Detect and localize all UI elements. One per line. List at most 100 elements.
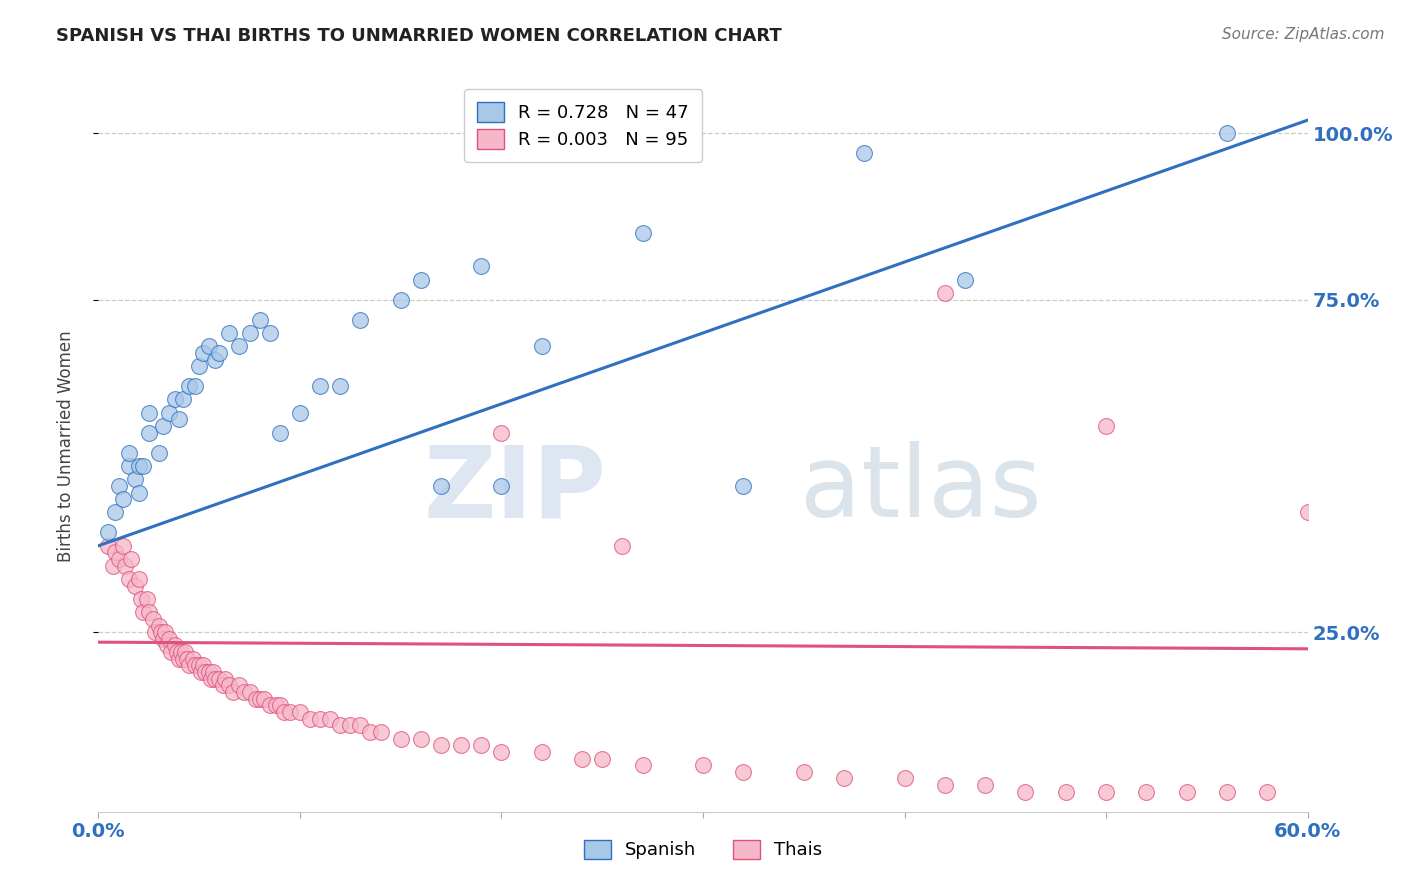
Point: [631, 226, 654, 240]
Point: [299, 712, 322, 726]
Point: [934, 778, 956, 792]
Point: [893, 772, 915, 786]
Point: [129, 591, 152, 606]
Point: [430, 479, 453, 493]
Point: [953, 273, 976, 287]
Point: [190, 665, 212, 679]
Point: [329, 718, 352, 732]
Point: [176, 652, 198, 666]
Point: [249, 312, 271, 326]
Point: [228, 678, 250, 692]
Point: [430, 738, 453, 752]
Point: [288, 406, 311, 420]
Point: [349, 718, 371, 732]
Point: [273, 705, 295, 719]
Point: [181, 652, 204, 666]
Text: SPANISH VS THAI BIRTHS TO UNMARRIED WOMEN CORRELATION CHART: SPANISH VS THAI BIRTHS TO UNMARRIED WOME…: [56, 27, 782, 45]
Point: [733, 479, 755, 493]
Point: [339, 718, 361, 732]
Point: [212, 678, 235, 692]
Point: [163, 392, 186, 407]
Point: [118, 572, 141, 586]
Point: [409, 731, 432, 746]
Point: [179, 379, 201, 393]
Point: [118, 445, 141, 459]
Point: [103, 506, 125, 520]
Point: [202, 665, 225, 679]
Point: [114, 558, 136, 573]
Point: [149, 625, 172, 640]
Text: ZIP: ZIP: [423, 442, 606, 539]
Point: [269, 698, 291, 713]
Point: [138, 406, 160, 420]
Point: [163, 639, 186, 653]
Point: [97, 525, 120, 540]
Point: [239, 326, 262, 340]
Point: [1095, 785, 1118, 799]
Point: [530, 339, 553, 353]
Point: [360, 725, 382, 739]
Point: [124, 472, 146, 486]
Point: [170, 645, 193, 659]
Point: [309, 712, 332, 726]
Point: [204, 352, 226, 367]
Point: [319, 712, 342, 726]
Point: [591, 751, 613, 765]
Point: [1054, 785, 1077, 799]
Point: [120, 552, 142, 566]
Point: [214, 672, 236, 686]
Point: [157, 406, 180, 420]
Point: [571, 751, 593, 765]
Point: [138, 425, 160, 440]
Point: [249, 691, 271, 706]
Point: [370, 725, 392, 739]
Point: [152, 419, 174, 434]
Point: [530, 745, 553, 759]
Point: [172, 392, 194, 407]
Point: [733, 764, 755, 779]
Point: [218, 678, 240, 692]
Point: [118, 458, 141, 473]
Point: [208, 672, 231, 686]
Point: [470, 260, 492, 274]
Point: [232, 685, 254, 699]
Point: [974, 778, 997, 792]
Point: [1296, 506, 1319, 520]
Point: [264, 698, 287, 713]
Point: [200, 672, 222, 686]
Point: [198, 665, 221, 679]
Legend: Spanish, Thais: Spanish, Thais: [575, 830, 831, 869]
Point: [198, 339, 221, 353]
Point: [491, 425, 513, 440]
Point: [591, 146, 613, 161]
Point: [97, 539, 120, 553]
Point: [269, 425, 291, 440]
Point: [329, 379, 352, 393]
Point: [1256, 785, 1278, 799]
Point: [239, 685, 262, 699]
Point: [793, 764, 815, 779]
Point: [132, 605, 155, 619]
Point: [166, 645, 188, 659]
Point: [1175, 785, 1198, 799]
Point: [174, 645, 197, 659]
Point: [193, 346, 215, 360]
Point: [1216, 127, 1239, 141]
Point: [188, 658, 211, 673]
Point: [470, 738, 492, 752]
Point: [259, 698, 281, 713]
Point: [349, 312, 371, 326]
Point: [491, 745, 513, 759]
Point: [184, 379, 207, 393]
Point: [167, 652, 190, 666]
Point: [934, 286, 956, 301]
Point: [245, 691, 267, 706]
Point: [111, 492, 134, 507]
Point: [107, 552, 129, 566]
Point: [1216, 785, 1239, 799]
Point: [278, 705, 301, 719]
Point: [152, 632, 174, 646]
Point: [124, 579, 146, 593]
Text: Source: ZipAtlas.com: Source: ZipAtlas.com: [1222, 27, 1385, 42]
Point: [193, 658, 215, 673]
